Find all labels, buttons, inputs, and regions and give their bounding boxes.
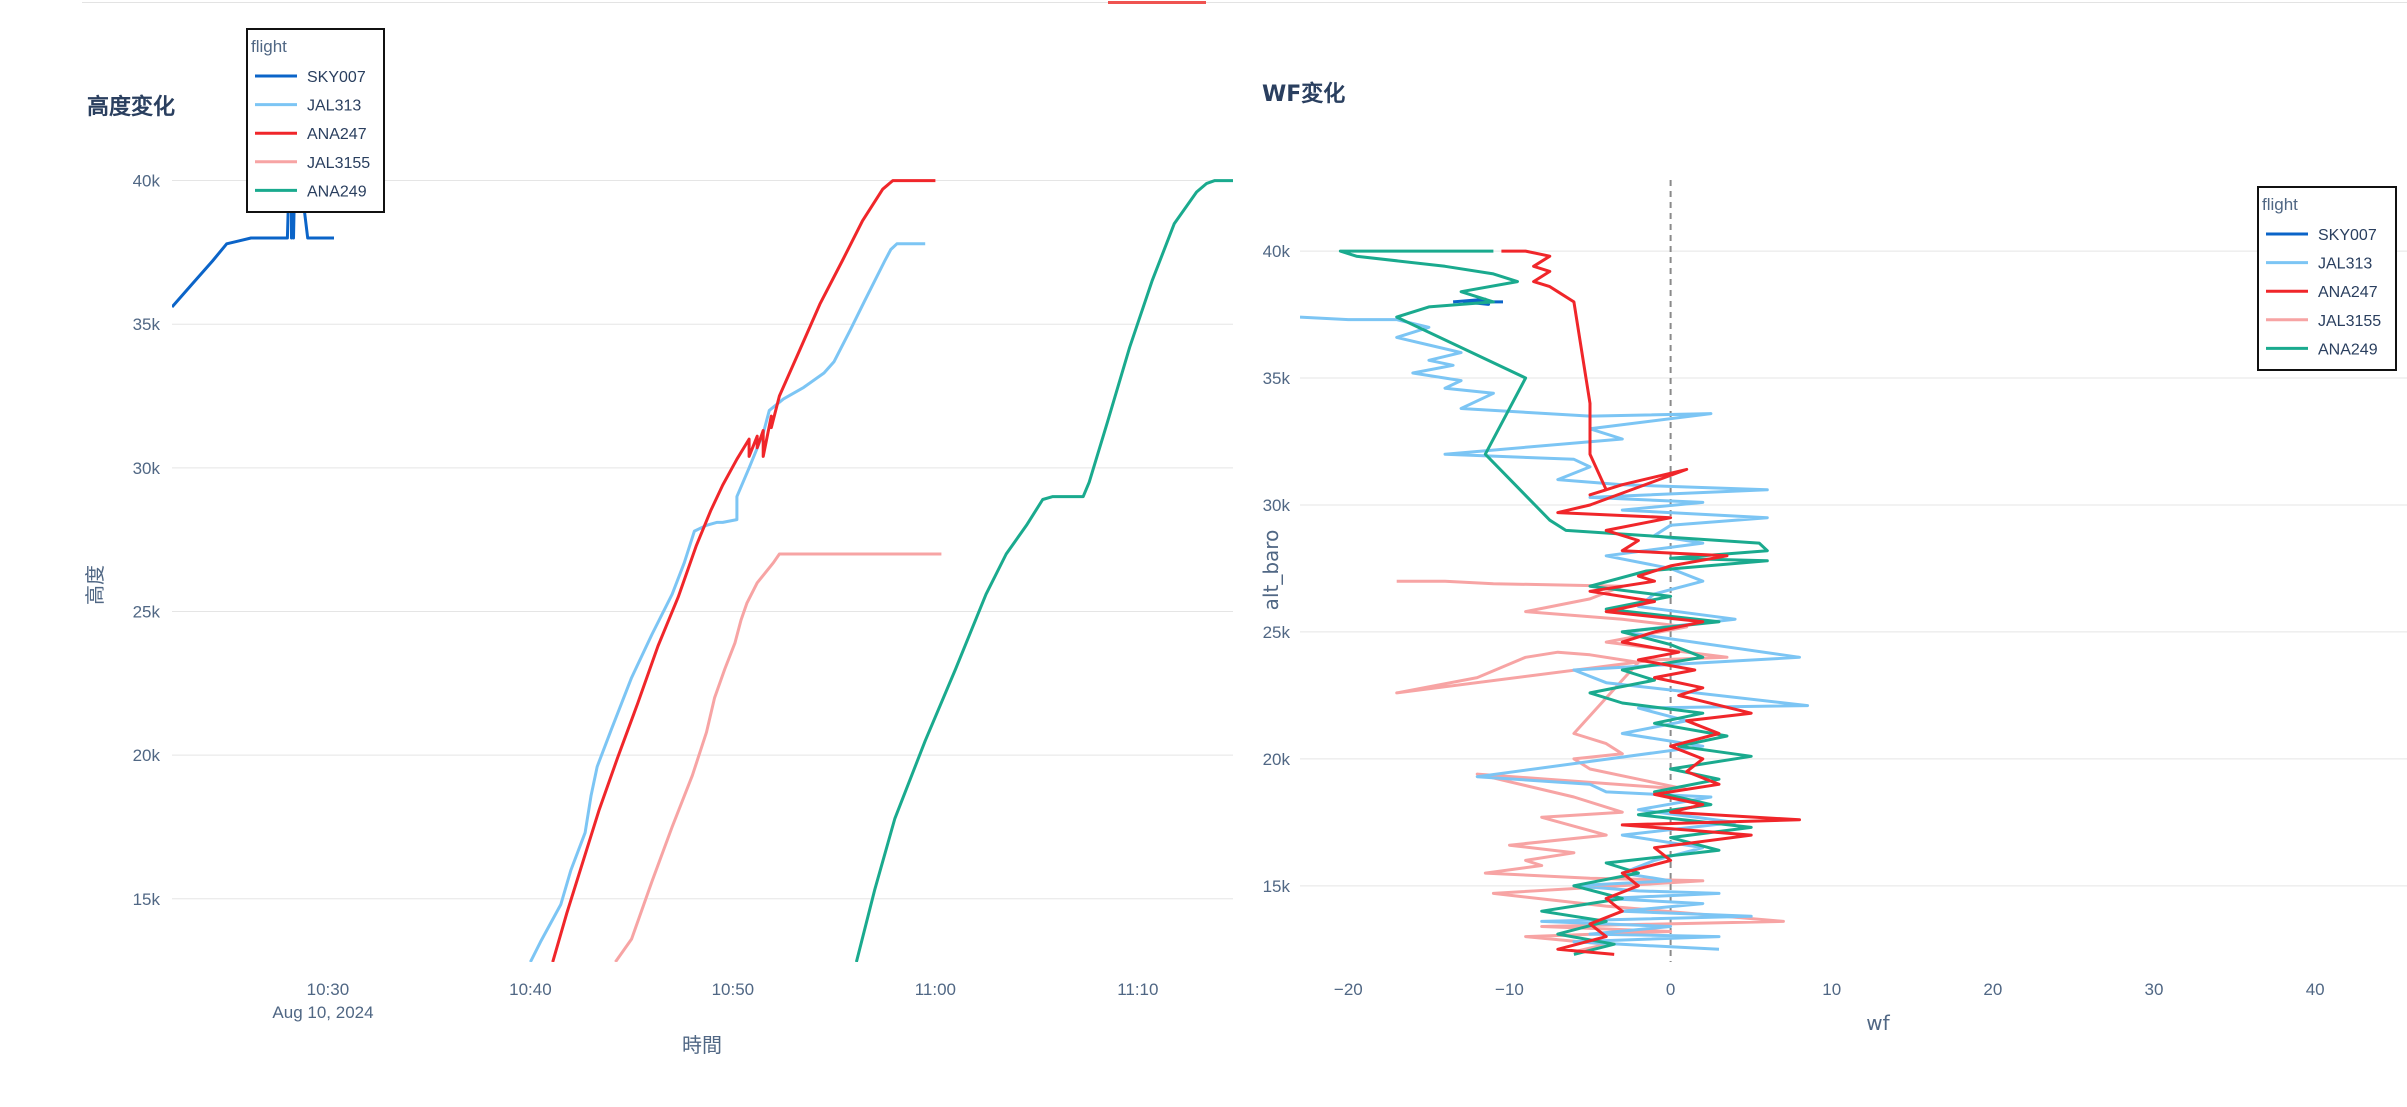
top-divider bbox=[82, 2, 2407, 3]
x-tick-label: 10 bbox=[1822, 980, 1841, 999]
legend-item-jal3155[interactable]: JAL3155 bbox=[255, 155, 370, 172]
legend-label: SKY007 bbox=[2318, 227, 2377, 244]
right-chart-title: WF変化 bbox=[1262, 81, 1345, 107]
left-y-axis-label: 高度 bbox=[83, 565, 107, 605]
right-grid: 15k 20k 25k 30k 35k 40k −20 −10 0 10 20 30 40 bbox=[1263, 180, 2407, 999]
legend-label: ANA247 bbox=[2318, 284, 2378, 301]
y-tick-label: 35k bbox=[133, 315, 161, 334]
legend-label: JAL3155 bbox=[307, 155, 370, 172]
right-plot-area bbox=[1300, 249, 1810, 956]
series-line-jal313[interactable] bbox=[529, 242, 926, 962]
legend-item-sky007[interactable]: SKY007 bbox=[255, 69, 366, 86]
left-x-axis-label: 時間 bbox=[682, 1033, 722, 1057]
legend-label: SKY007 bbox=[307, 69, 366, 86]
x-tick-label: 10:30 bbox=[307, 980, 350, 999]
x-tick-label: −20 bbox=[1334, 980, 1363, 999]
y-tick-label: 15k bbox=[1263, 877, 1291, 896]
y-tick-label: 30k bbox=[1263, 496, 1291, 515]
x-tick-label: 10:50 bbox=[712, 980, 755, 999]
y-tick-label: 30k bbox=[133, 459, 161, 478]
legend-item-jal313[interactable]: JAL313 bbox=[255, 98, 361, 115]
series-line-ana249[interactable] bbox=[854, 179, 1233, 962]
legend-item-sky007[interactable]: SKY007 bbox=[2266, 227, 2377, 244]
y-tick-label: 35k bbox=[1263, 369, 1291, 388]
y-tick-label: 40k bbox=[1263, 242, 1291, 261]
left-legend[interactable]: flight SKY007 JAL313 ANA247 JAL3155 ANA249 bbox=[246, 28, 385, 213]
series-line-jal3155[interactable] bbox=[614, 552, 942, 962]
x-tick-label: −10 bbox=[1495, 980, 1524, 999]
right-legend[interactable]: flight SKY007 JAL313 ANA247 JAL3155 ANA249 bbox=[2257, 186, 2397, 371]
x-tick-label: 40 bbox=[2306, 980, 2325, 999]
legend-box bbox=[2257, 186, 2397, 371]
left-plot-area bbox=[172, 92, 1233, 962]
left-x-tick-date: Aug 10, 2024 bbox=[272, 1003, 373, 1022]
series-line-ana247[interactable] bbox=[1501, 249, 1801, 956]
legend-label: JAL313 bbox=[2318, 256, 2372, 273]
legend-title: flight bbox=[251, 37, 287, 56]
legend-item-ana249[interactable]: ANA249 bbox=[255, 183, 367, 200]
legend-title: flight bbox=[2262, 195, 2298, 214]
legend-item-ana247[interactable]: ANA247 bbox=[255, 126, 367, 143]
legend-label: ANA249 bbox=[307, 183, 367, 200]
x-tick-label: 30 bbox=[2145, 980, 2164, 999]
x-tick-label: 10:40 bbox=[509, 980, 552, 999]
y-tick-label: 15k bbox=[133, 890, 161, 909]
series-line-ana247[interactable] bbox=[551, 179, 936, 962]
x-tick-label: 20 bbox=[1983, 980, 2002, 999]
left-chart-title: 高度変化 bbox=[87, 94, 175, 120]
legend-item-ana249[interactable]: ANA249 bbox=[2266, 341, 2378, 358]
x-tick-label: 11:00 bbox=[915, 980, 956, 999]
series-line-jal313[interactable] bbox=[1300, 315, 1810, 951]
y-tick-label: 40k bbox=[133, 172, 161, 191]
y-tick-label: 25k bbox=[133, 602, 161, 621]
right-y-axis-label: alt_baro bbox=[1259, 530, 1283, 611]
legend-item-jal313[interactable]: JAL313 bbox=[2266, 256, 2372, 273]
legend-item-jal3155[interactable]: JAL3155 bbox=[2266, 313, 2381, 330]
legend-item-ana247[interactable]: ANA247 bbox=[2266, 284, 2378, 301]
y-tick-label: 20k bbox=[1263, 750, 1291, 769]
legend-label: ANA249 bbox=[2318, 341, 2378, 358]
legend-label: JAL3155 bbox=[2318, 313, 2381, 330]
series-line-jal3155[interactable] bbox=[1395, 579, 1785, 954]
legend-box bbox=[246, 28, 385, 213]
y-tick-label: 25k bbox=[1263, 623, 1291, 642]
legend-label: JAL313 bbox=[307, 98, 361, 115]
y-tick-label: 20k bbox=[133, 746, 161, 765]
x-tick-label: 0 bbox=[1666, 980, 1675, 999]
active-tab-indicator bbox=[1108, 1, 1206, 4]
right-x-axis-label: wf bbox=[1866, 1011, 1890, 1035]
x-tick-label: 11:10 bbox=[1117, 980, 1158, 999]
left-grid: 15k 20k 25k 30k 35k 40k 10:30 10:40 10:50 11:00 11… bbox=[133, 172, 1233, 999]
legend-label: ANA247 bbox=[307, 126, 367, 143]
